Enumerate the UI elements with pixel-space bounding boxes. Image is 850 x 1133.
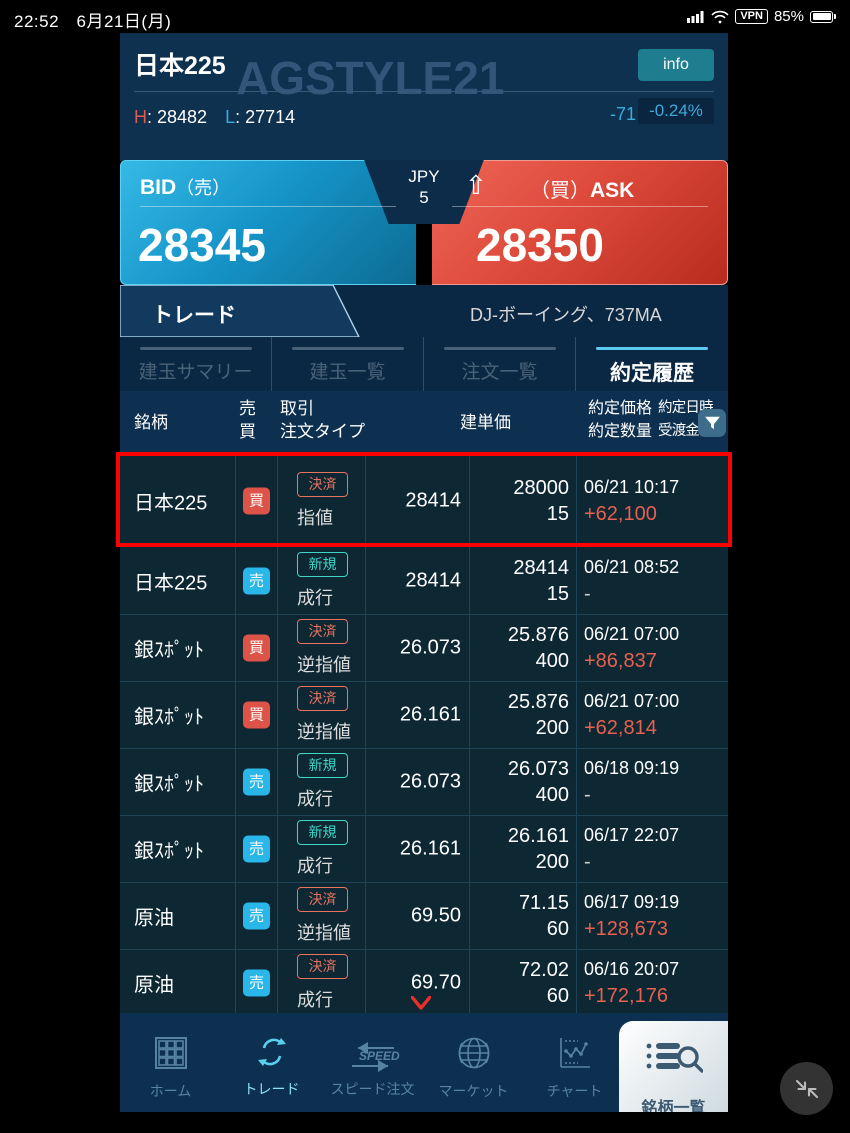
svg-text:SPEED: SPEED (359, 1049, 400, 1063)
